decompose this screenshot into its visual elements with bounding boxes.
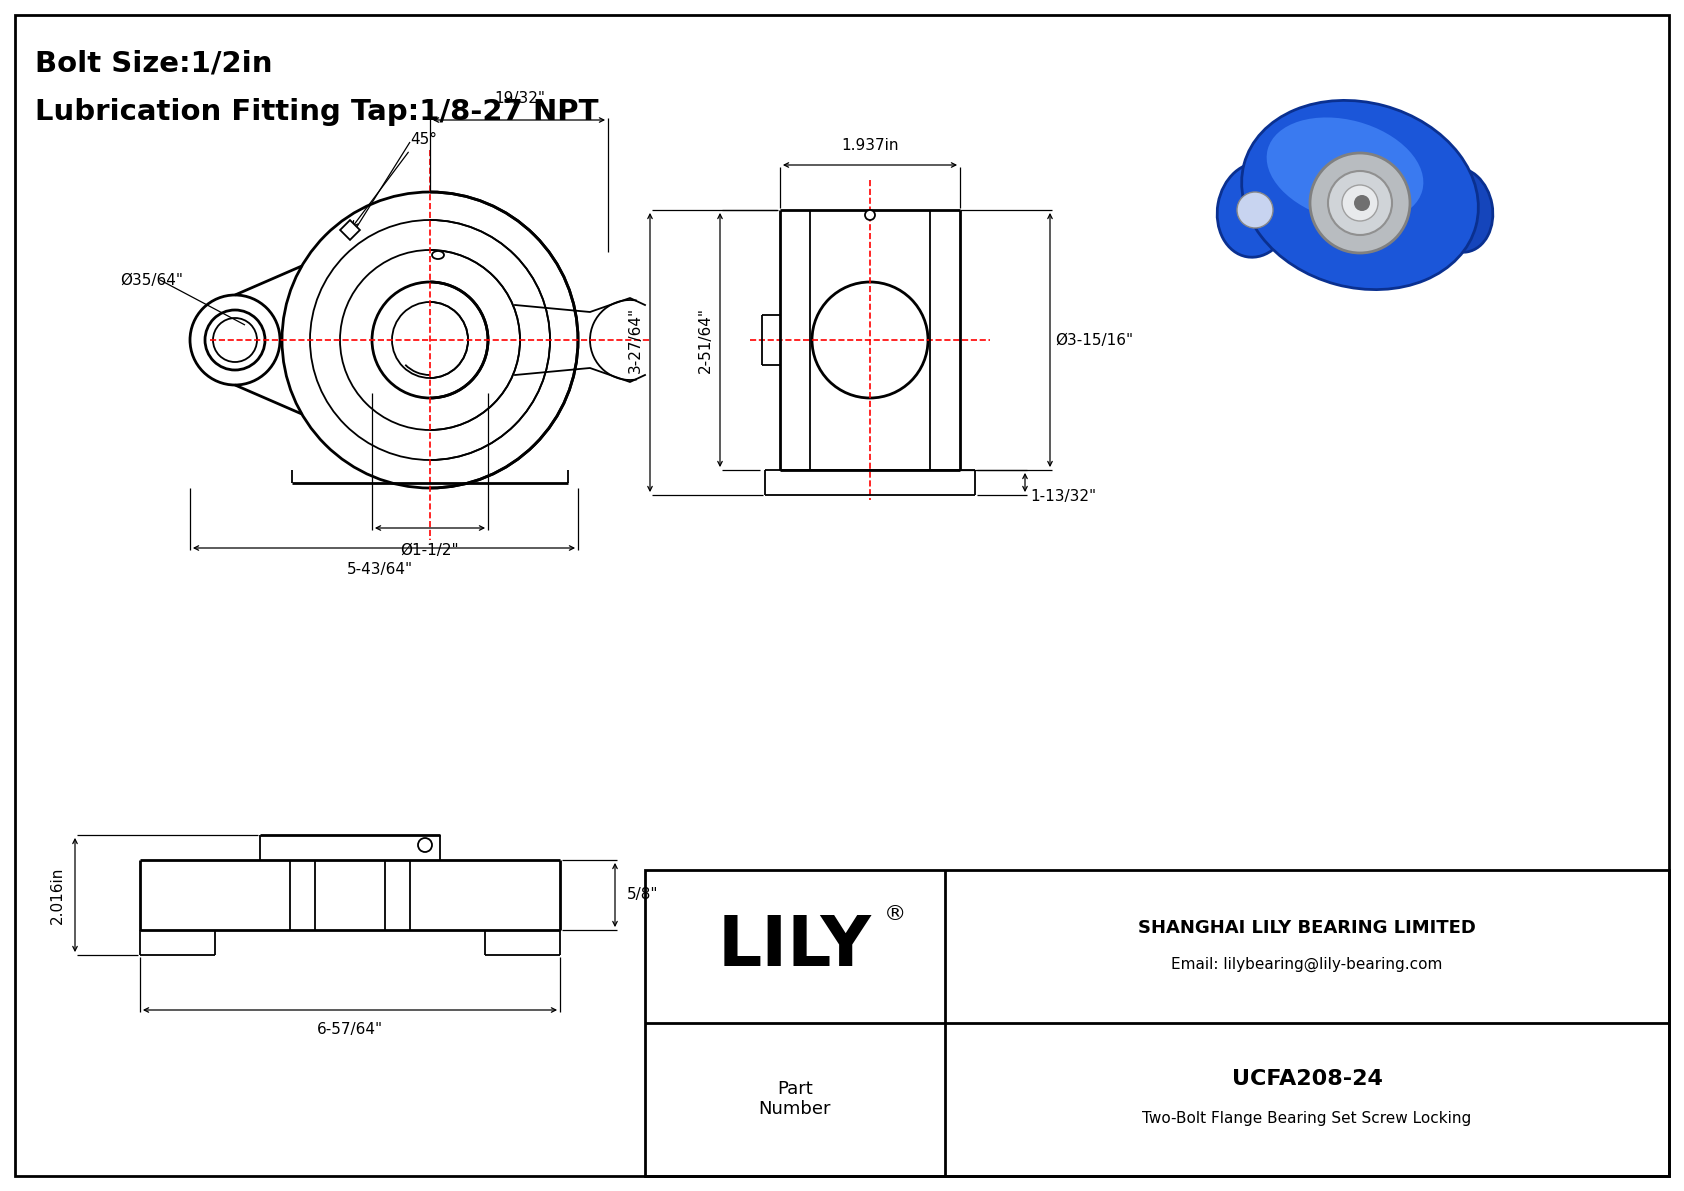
- Text: Ø3-15/16": Ø3-15/16": [1054, 332, 1133, 348]
- Text: 1-13/32": 1-13/32": [1031, 490, 1096, 505]
- Bar: [645, 869, 1669, 1176]
- Text: 1.937in: 1.937in: [842, 138, 899, 152]
- Text: ®: ®: [884, 904, 906, 924]
- Text: 19/32": 19/32": [495, 91, 546, 106]
- Text: 45°: 45°: [409, 132, 438, 148]
- Text: Email: lilybearing@lily-bearing.com: Email: lilybearing@lily-bearing.com: [1172, 956, 1443, 972]
- Text: Two-Bolt Flange Bearing Set Screw Locking: Two-Bolt Flange Bearing Set Screw Lockin…: [1142, 1111, 1472, 1127]
- Text: 3-27/64": 3-27/64": [628, 307, 643, 373]
- Text: Bolt Size:1/2in: Bolt Size:1/2in: [35, 50, 273, 77]
- Text: LILY: LILY: [717, 912, 872, 979]
- Ellipse shape: [1241, 100, 1479, 289]
- Circle shape: [1342, 185, 1378, 222]
- Text: SHANGHAI LILY BEARING LIMITED: SHANGHAI LILY BEARING LIMITED: [1138, 919, 1475, 937]
- Text: 5-43/64": 5-43/64": [347, 562, 413, 576]
- Text: 2.016in: 2.016in: [51, 866, 66, 924]
- Circle shape: [1354, 195, 1371, 211]
- Ellipse shape: [1426, 168, 1492, 252]
- Circle shape: [866, 210, 876, 220]
- Text: 2-51/64": 2-51/64": [697, 307, 712, 373]
- Ellipse shape: [433, 251, 445, 258]
- Circle shape: [1329, 172, 1393, 235]
- Circle shape: [418, 838, 433, 852]
- Text: Ø1-1/2": Ø1-1/2": [401, 543, 460, 559]
- Text: 5/8": 5/8": [626, 887, 658, 903]
- Text: Part
Number: Part Number: [759, 1079, 832, 1118]
- Circle shape: [1310, 152, 1410, 252]
- Text: Lubrication Fitting Tap:1/8-27 NPT: Lubrication Fitting Tap:1/8-27 NPT: [35, 98, 598, 126]
- Text: Ø35/64": Ø35/64": [120, 273, 184, 287]
- Text: 6-57/64": 6-57/64": [317, 1022, 382, 1037]
- Bar: [340, 220, 360, 239]
- Text: UCFA208-24: UCFA208-24: [1231, 1070, 1383, 1089]
- Ellipse shape: [1218, 163, 1293, 257]
- Circle shape: [1238, 192, 1273, 227]
- Ellipse shape: [1266, 118, 1423, 223]
